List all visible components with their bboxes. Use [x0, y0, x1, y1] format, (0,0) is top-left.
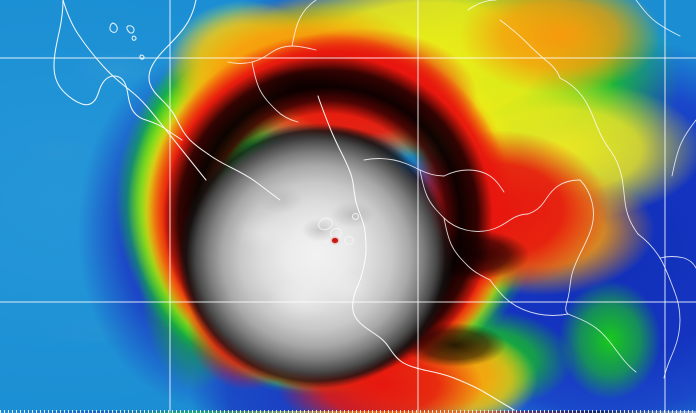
- colorbar-ticks[interactable]: [0, 410, 696, 413]
